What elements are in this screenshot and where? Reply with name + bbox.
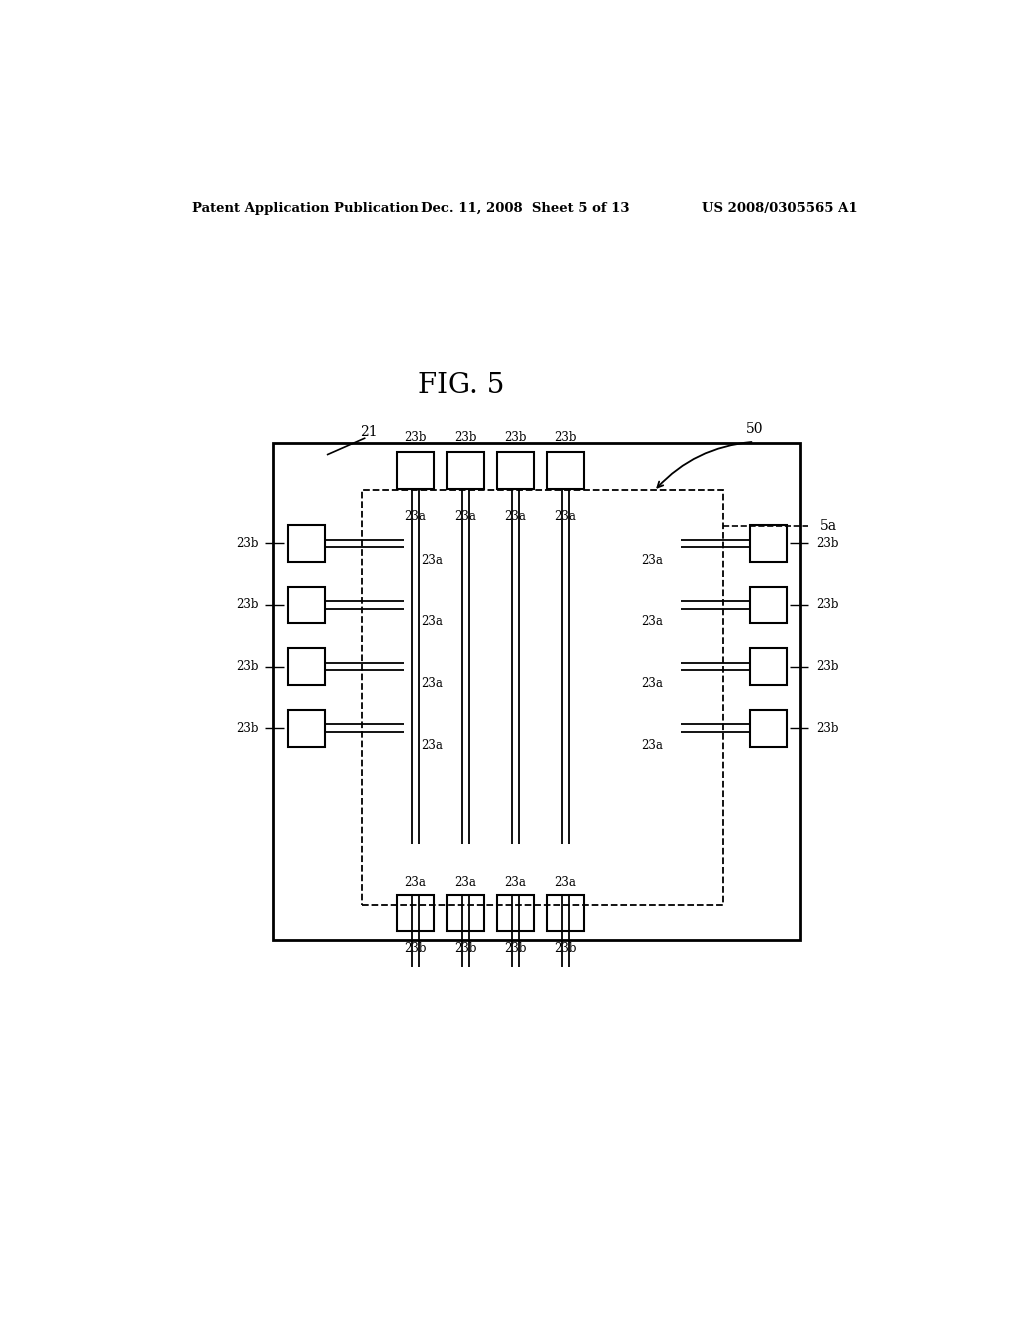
Text: 23a: 23a <box>641 739 664 751</box>
Bar <box>750 648 786 685</box>
Text: 23a: 23a <box>641 554 664 566</box>
Text: 23b: 23b <box>404 432 427 445</box>
Text: 23b: 23b <box>554 432 577 445</box>
Text: 23b: 23b <box>455 432 477 445</box>
Bar <box>497 451 535 488</box>
Bar <box>547 895 584 932</box>
Bar <box>447 451 484 488</box>
Text: 23b: 23b <box>504 942 526 954</box>
Text: 23b: 23b <box>554 942 577 954</box>
Text: 23a: 23a <box>404 510 426 523</box>
Text: 23b: 23b <box>816 722 839 735</box>
Text: US 2008/0305565 A1: US 2008/0305565 A1 <box>701 202 857 215</box>
Text: 23a: 23a <box>505 510 526 523</box>
Bar <box>361 490 724 906</box>
Text: 21: 21 <box>360 425 378 438</box>
Text: 23a: 23a <box>641 677 664 690</box>
Text: 23b: 23b <box>504 432 526 445</box>
Bar <box>447 895 484 932</box>
Text: 23a: 23a <box>404 875 426 888</box>
Bar <box>288 525 325 562</box>
Bar <box>397 451 434 488</box>
Text: 23b: 23b <box>236 598 258 611</box>
Text: 23b: 23b <box>236 722 258 735</box>
Text: FIG. 5: FIG. 5 <box>419 372 505 399</box>
Text: 23b: 23b <box>816 660 839 673</box>
Text: 23b: 23b <box>816 598 839 611</box>
Text: 23b: 23b <box>816 537 839 550</box>
Text: 5a: 5a <box>819 520 837 533</box>
Bar <box>397 895 434 932</box>
Bar <box>547 451 584 488</box>
Text: Patent Application Publication: Patent Application Publication <box>193 202 419 215</box>
Text: 23a: 23a <box>422 739 443 751</box>
Bar <box>750 710 786 747</box>
Bar <box>288 586 325 623</box>
Bar <box>288 710 325 747</box>
Bar <box>273 444 801 940</box>
Text: 23a: 23a <box>422 677 443 690</box>
Text: 23a: 23a <box>455 510 476 523</box>
Bar <box>497 895 535 932</box>
Bar <box>750 525 786 562</box>
Text: 23a: 23a <box>555 875 577 888</box>
Bar <box>750 586 786 623</box>
Text: Dec. 11, 2008  Sheet 5 of 13: Dec. 11, 2008 Sheet 5 of 13 <box>421 202 629 215</box>
Bar <box>288 648 325 685</box>
Text: 23b: 23b <box>404 942 427 954</box>
Text: 23a: 23a <box>555 510 577 523</box>
Text: 23b: 23b <box>236 660 258 673</box>
Text: 23a: 23a <box>641 615 664 628</box>
Text: 23a: 23a <box>422 554 443 566</box>
Text: 23a: 23a <box>505 875 526 888</box>
Text: 23b: 23b <box>455 942 477 954</box>
Text: 23a: 23a <box>455 875 476 888</box>
Text: 23a: 23a <box>422 615 443 628</box>
Text: 50: 50 <box>745 422 763 437</box>
Text: 23b: 23b <box>236 537 258 550</box>
